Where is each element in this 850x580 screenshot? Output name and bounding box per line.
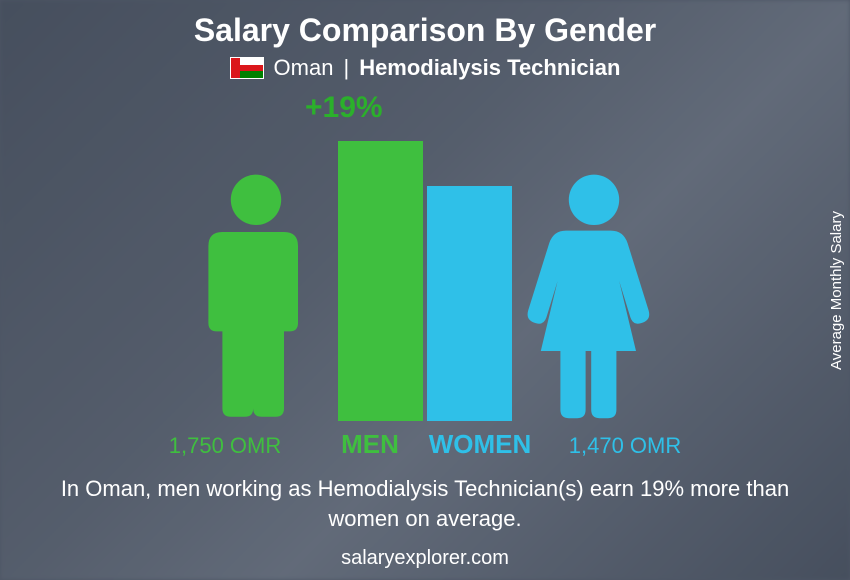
content-wrapper: Salary Comparison By Gender Oman | Hemod…: [0, 0, 850, 580]
difference-label: +19%: [305, 91, 383, 125]
women-bar: [427, 186, 512, 421]
subtitle-job: Hemodialysis Technician: [359, 55, 620, 81]
men-gender-label: MEN: [315, 429, 425, 460]
subtitle-country: Oman: [274, 55, 334, 81]
men-salary-label: 1,750 OMR: [135, 433, 315, 459]
women-salary-label: 1,470 OMR: [535, 433, 715, 459]
summary-text: In Oman, men working as Hemodialysis Tec…: [55, 474, 795, 533]
yaxis-label-wrap: Average Monthly Salary: [822, 0, 850, 580]
subtitle-row: Oman | Hemodialysis Technician: [230, 55, 621, 81]
male-icon: [186, 169, 326, 421]
men-icon-col: [186, 169, 326, 421]
female-icon: [524, 169, 664, 421]
men-bar: [338, 141, 423, 421]
women-bar-col: [425, 186, 514, 421]
subtitle-separator: |: [343, 55, 349, 81]
labels-row: 1,750 OMR MEN WOMEN 1,470 OMR: [85, 429, 765, 460]
page-title: Salary Comparison By Gender: [194, 12, 656, 49]
men-bar-col: [336, 141, 425, 421]
yaxis-label: Average Monthly Salary: [828, 211, 845, 370]
women-icon-col: [524, 169, 664, 421]
chart-area: +19%: [85, 91, 765, 421]
footer-credit: salaryexplorer.com: [0, 547, 850, 570]
oman-flag-icon: [230, 57, 264, 79]
women-gender-label: WOMEN: [425, 429, 535, 460]
